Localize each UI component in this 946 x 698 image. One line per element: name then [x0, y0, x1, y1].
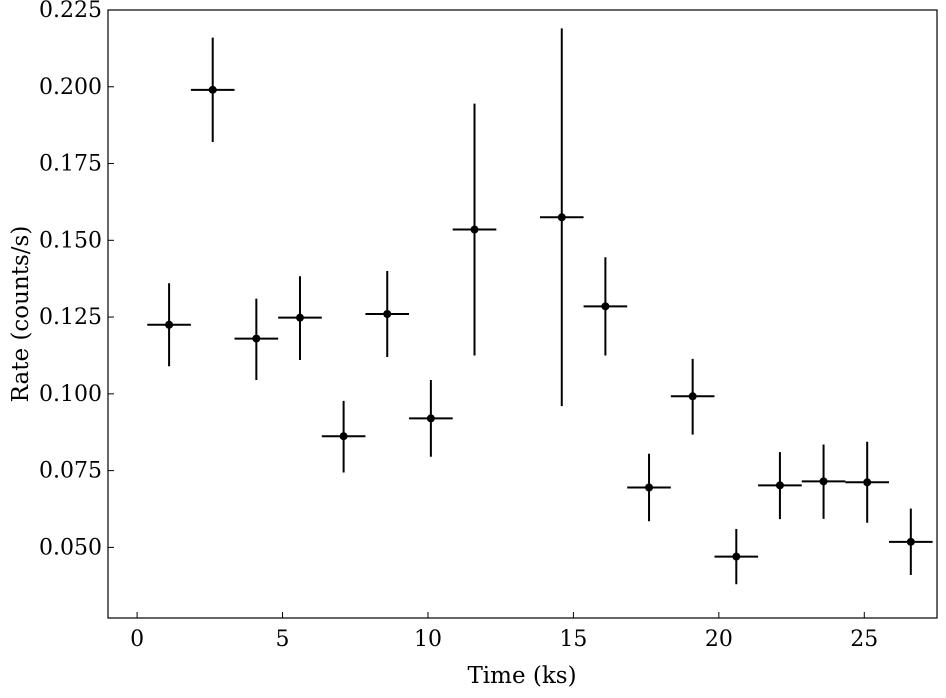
x-axis: 0 5 10 15 20 25 — [130, 612, 878, 652]
data-point — [627, 453, 671, 522]
point-marker — [557, 213, 566, 222]
data-point — [278, 276, 322, 361]
x-tick-label: 5 — [276, 627, 290, 652]
point-marker — [470, 225, 479, 234]
data-point — [670, 358, 715, 435]
y-axis: 0.050 0.075 0.100 0.125 0.150 0.175 0.200 0.225 — [39, 0, 114, 560]
data-point — [845, 441, 890, 523]
point-marker — [295, 313, 304, 322]
point-marker — [208, 85, 217, 94]
data-point — [889, 508, 933, 576]
data-point — [365, 271, 410, 357]
x-tick-label: 20 — [705, 627, 733, 652]
point-marker — [252, 334, 261, 343]
x-tick-label: 10 — [414, 627, 442, 652]
point-marker — [645, 483, 654, 492]
y-tick-label: 0.200 — [39, 75, 102, 100]
data-point — [801, 444, 846, 519]
point-marker — [906, 537, 915, 546]
point-marker — [339, 432, 348, 441]
point-marker — [732, 552, 741, 561]
y-axis-label: Rate (counts/s) — [8, 226, 34, 403]
x-tick-label: 0 — [130, 627, 144, 652]
data-point — [539, 28, 584, 407]
point-marker — [383, 310, 392, 318]
y-tick-label: 0.175 — [39, 152, 102, 177]
plot-area — [107, 9, 938, 619]
x-tick-label: 25 — [850, 627, 878, 652]
y-tick-label: 0.150 — [39, 228, 102, 253]
point-marker — [688, 392, 697, 401]
y-tick-label: 0.075 — [39, 459, 102, 484]
data-point — [234, 298, 279, 381]
y-tick-label: 0.100 — [39, 382, 102, 407]
x-tick-label: 15 — [559, 627, 587, 652]
point-marker — [819, 477, 828, 486]
point-marker — [426, 414, 435, 423]
x-axis-label: Time (ks) — [467, 663, 576, 689]
data-point — [147, 283, 191, 367]
y-tick-label: 0.125 — [39, 305, 102, 330]
data-point — [452, 103, 497, 356]
plot-frame — [107, 9, 938, 619]
data-point — [190, 37, 235, 143]
point-marker — [863, 478, 872, 487]
data-point — [409, 380, 453, 457]
point-marker — [601, 302, 610, 311]
point-marker — [775, 481, 784, 490]
data-point — [321, 400, 366, 473]
point-marker — [165, 320, 174, 329]
data-point — [758, 452, 802, 520]
data-point — [583, 257, 628, 356]
y-tick-label: 0.225 — [39, 0, 102, 23]
y-tick-label: 0.050 — [39, 535, 102, 560]
data-point — [714, 528, 759, 585]
